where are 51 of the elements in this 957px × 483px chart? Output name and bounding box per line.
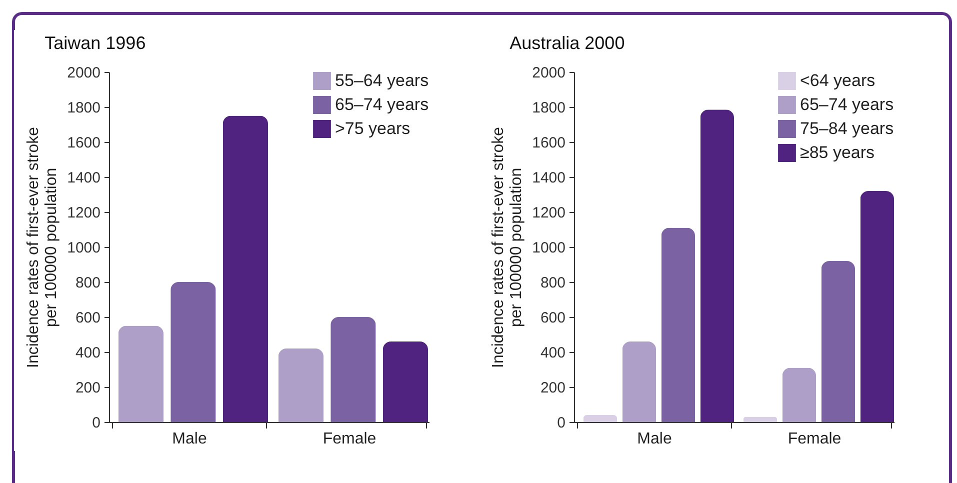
y-tick-label: 200 <box>75 380 100 396</box>
y-tick-label: 600 <box>75 310 100 326</box>
y-tick-label: 0 <box>92 414 100 432</box>
legend-label: ≥85 years <box>800 143 875 162</box>
bar <box>821 261 856 422</box>
y-tick-label: 1200 <box>532 204 566 222</box>
y-tick-label: 2000 <box>67 64 100 82</box>
y-tick-label: 1400 <box>67 170 100 186</box>
legend-label: <64 years <box>800 71 876 90</box>
legend-label: 65–74 years <box>335 95 429 114</box>
y-tick-label: 800 <box>540 274 566 292</box>
bar <box>170 282 216 422</box>
y-tick-label: 1600 <box>532 134 566 152</box>
y-tick-label: 1000 <box>532 240 566 256</box>
y-tick-label: 400 <box>540 344 566 362</box>
bar <box>743 416 778 422</box>
y-tick-label: 1200 <box>67 204 100 222</box>
x-tick-label: Male <box>172 430 207 448</box>
chart-title: Taiwan 1996 <box>44 33 146 53</box>
bar <box>661 228 696 422</box>
y-tick-label: 1800 <box>532 100 566 116</box>
bar <box>782 368 816 422</box>
y-axis-title: Incidence rates of first-ever stroke per 100000 population <box>490 126 526 368</box>
bar <box>583 415 618 422</box>
x-tick-label: Male <box>637 430 672 448</box>
y-axis-title: Incidence rates of first-ever stroke per 100000 population <box>25 126 60 368</box>
y-tick-label: 200 <box>540 380 566 396</box>
x-tick-label: Female <box>788 430 842 448</box>
bar <box>860 191 894 422</box>
bar <box>118 326 164 422</box>
bar <box>700 110 734 422</box>
y-tick-label: 1800 <box>67 100 100 116</box>
y-tick-label: 1600 <box>67 134 100 152</box>
legend-label: >75 years <box>335 119 410 138</box>
y-tick-label: 1400 <box>532 170 566 186</box>
y-tick-label: 600 <box>540 310 566 326</box>
legend-label: 65–74 years <box>800 95 894 114</box>
bar <box>278 348 324 422</box>
legend-label: 75–84 years <box>800 119 894 138</box>
x-tick-label: Female <box>322 430 376 448</box>
bar <box>330 317 376 422</box>
y-tick-label: 400 <box>75 344 100 362</box>
bar <box>622 342 656 422</box>
y-tick-label: 800 <box>75 274 100 292</box>
y-tick-label: 1000 <box>67 240 100 256</box>
bar <box>222 116 268 422</box>
chart-title: Australia 2000 <box>510 33 625 53</box>
y-tick-label: 2000 <box>532 64 566 82</box>
legend-label: 55–64 years <box>335 71 429 90</box>
y-tick-label: 0 <box>557 414 566 432</box>
bar <box>382 342 428 422</box>
